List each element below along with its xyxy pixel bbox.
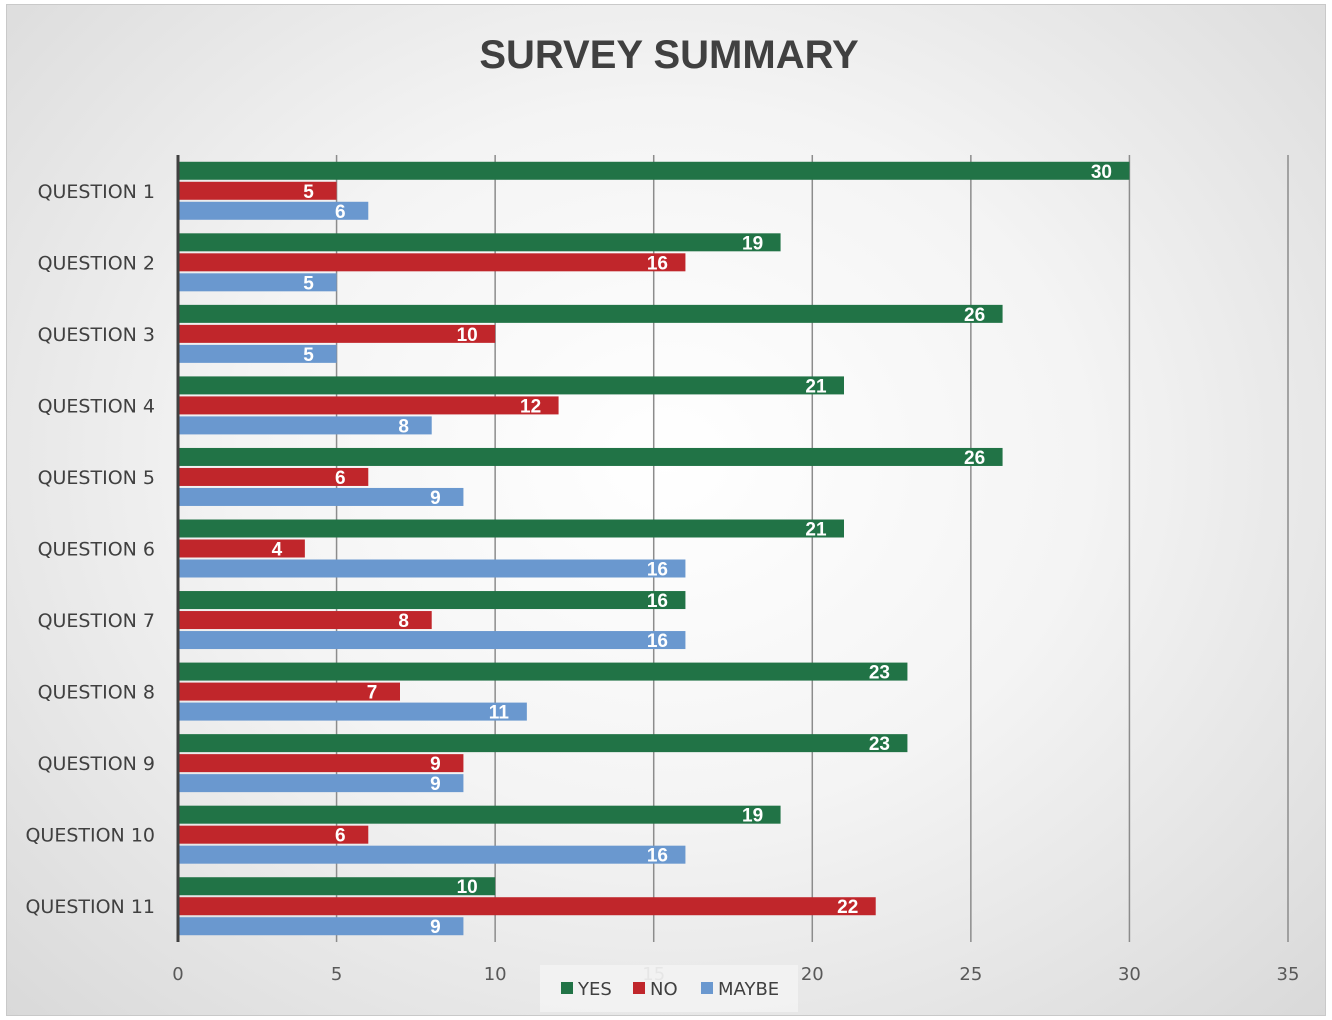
x-tick-label: 10 [484, 964, 507, 985]
data-label: 19 [742, 806, 763, 827]
bar-no [178, 682, 400, 701]
bar-maybe [178, 273, 337, 292]
bar-no [178, 324, 496, 343]
x-tick-label: 25 [959, 964, 982, 985]
chart-title: SURVEY SUMMARY [479, 33, 859, 77]
data-label: 26 [964, 448, 985, 469]
category-label: QUESTION 11 [25, 896, 155, 918]
bar-yes [178, 519, 844, 538]
bar-yes [178, 161, 1130, 180]
bar-yes [178, 447, 1003, 466]
bar-maybe [178, 344, 337, 363]
bar-maybe [178, 201, 369, 220]
data-label: 7 [367, 683, 378, 704]
category-label: QUESTION 9 [38, 753, 155, 775]
data-label: 16 [647, 591, 668, 612]
bar-no [178, 754, 464, 773]
bar-yes [178, 662, 908, 681]
x-tick-label: 20 [801, 964, 824, 985]
bar-yes [178, 304, 1003, 323]
data-label: 9 [430, 754, 441, 775]
x-tick-label: 30 [1118, 964, 1141, 985]
legend-swatch-maybe [701, 982, 713, 994]
bar-maybe [178, 917, 464, 936]
legend-label-maybe: MAYBE [718, 979, 779, 1000]
bar-maybe [178, 416, 432, 435]
data-label: 11 [489, 703, 510, 724]
data-label: 16 [647, 560, 668, 581]
bar-yes [178, 805, 781, 824]
bar-yes [178, 376, 844, 395]
data-label: 21 [805, 376, 827, 397]
x-axis-ticks: 05101520253035 [172, 964, 1299, 985]
bar-maybe [178, 845, 686, 864]
bar-maybe [178, 631, 686, 650]
data-label: 8 [398, 416, 409, 437]
data-label: 9 [430, 774, 441, 795]
data-label: 6 [335, 826, 346, 847]
data-label: 5 [303, 273, 314, 294]
bar-no [178, 897, 876, 916]
bar-maybe [178, 774, 464, 793]
bar-no [178, 825, 369, 844]
data-label: 5 [303, 345, 314, 366]
bar-yes [178, 877, 496, 896]
category-label: QUESTION 7 [38, 610, 155, 632]
data-label: 9 [430, 488, 441, 509]
category-label: QUESTION 1 [38, 181, 155, 203]
data-label: 8 [398, 611, 409, 632]
data-label: 9 [430, 917, 441, 938]
data-label: 16 [647, 846, 668, 867]
data-label: 16 [647, 253, 668, 274]
bar-no [178, 253, 686, 272]
legend-label-no: NO [650, 979, 678, 1000]
data-label: 5 [303, 182, 314, 203]
data-label: 6 [335, 468, 346, 489]
legend-box [540, 965, 798, 1012]
bar-maybe [178, 487, 464, 506]
data-label: 10 [457, 325, 478, 346]
bar-yes [178, 233, 781, 252]
gridlines [335, 155, 1289, 942]
bar-yes [178, 734, 908, 753]
category-label: QUESTION 6 [38, 539, 155, 561]
bar-maybe [178, 559, 686, 578]
legend: YES NO MAYBE [540, 965, 798, 1012]
data-label: 10 [457, 877, 478, 898]
x-tick-label: 35 [1277, 964, 1300, 985]
bars [178, 161, 1130, 936]
category-label: QUESTION 10 [25, 825, 155, 847]
bar-maybe [178, 702, 527, 721]
category-label: QUESTION 5 [38, 467, 155, 489]
legend-swatch-yes [561, 982, 573, 994]
data-labels: 3056191652610521128266921416168162371123… [272, 162, 1112, 938]
x-tick-label: 0 [172, 964, 183, 985]
data-label: 12 [520, 396, 541, 417]
bar-yes [178, 591, 686, 610]
bar-no [178, 181, 337, 200]
data-label: 23 [869, 734, 890, 755]
bar-no [178, 396, 559, 415]
legend-label-yes: YES [577, 979, 612, 1000]
category-label: QUESTION 3 [38, 324, 155, 346]
data-label: 22 [837, 897, 858, 918]
bar-no [178, 611, 432, 630]
data-label: 26 [964, 305, 985, 326]
category-label: QUESTION 4 [38, 395, 155, 417]
data-label: 21 [805, 520, 827, 541]
category-labels: QUESTION 1 QUESTION 2 QUESTION 3 QUESTION 4… [25, 181, 155, 918]
data-label: 6 [335, 202, 346, 223]
category-label: QUESTION 8 [38, 682, 155, 704]
bar-no [178, 539, 305, 558]
category-label: QUESTION 2 [38, 252, 155, 274]
data-label: 23 [869, 663, 890, 684]
data-label: 16 [647, 631, 668, 652]
x-tick-label: 5 [331, 964, 342, 985]
legend-swatch-no [633, 982, 645, 994]
data-label: 4 [272, 540, 283, 561]
bar-no [178, 467, 369, 486]
data-label: 19 [742, 233, 763, 254]
data-label: 30 [1091, 162, 1112, 183]
